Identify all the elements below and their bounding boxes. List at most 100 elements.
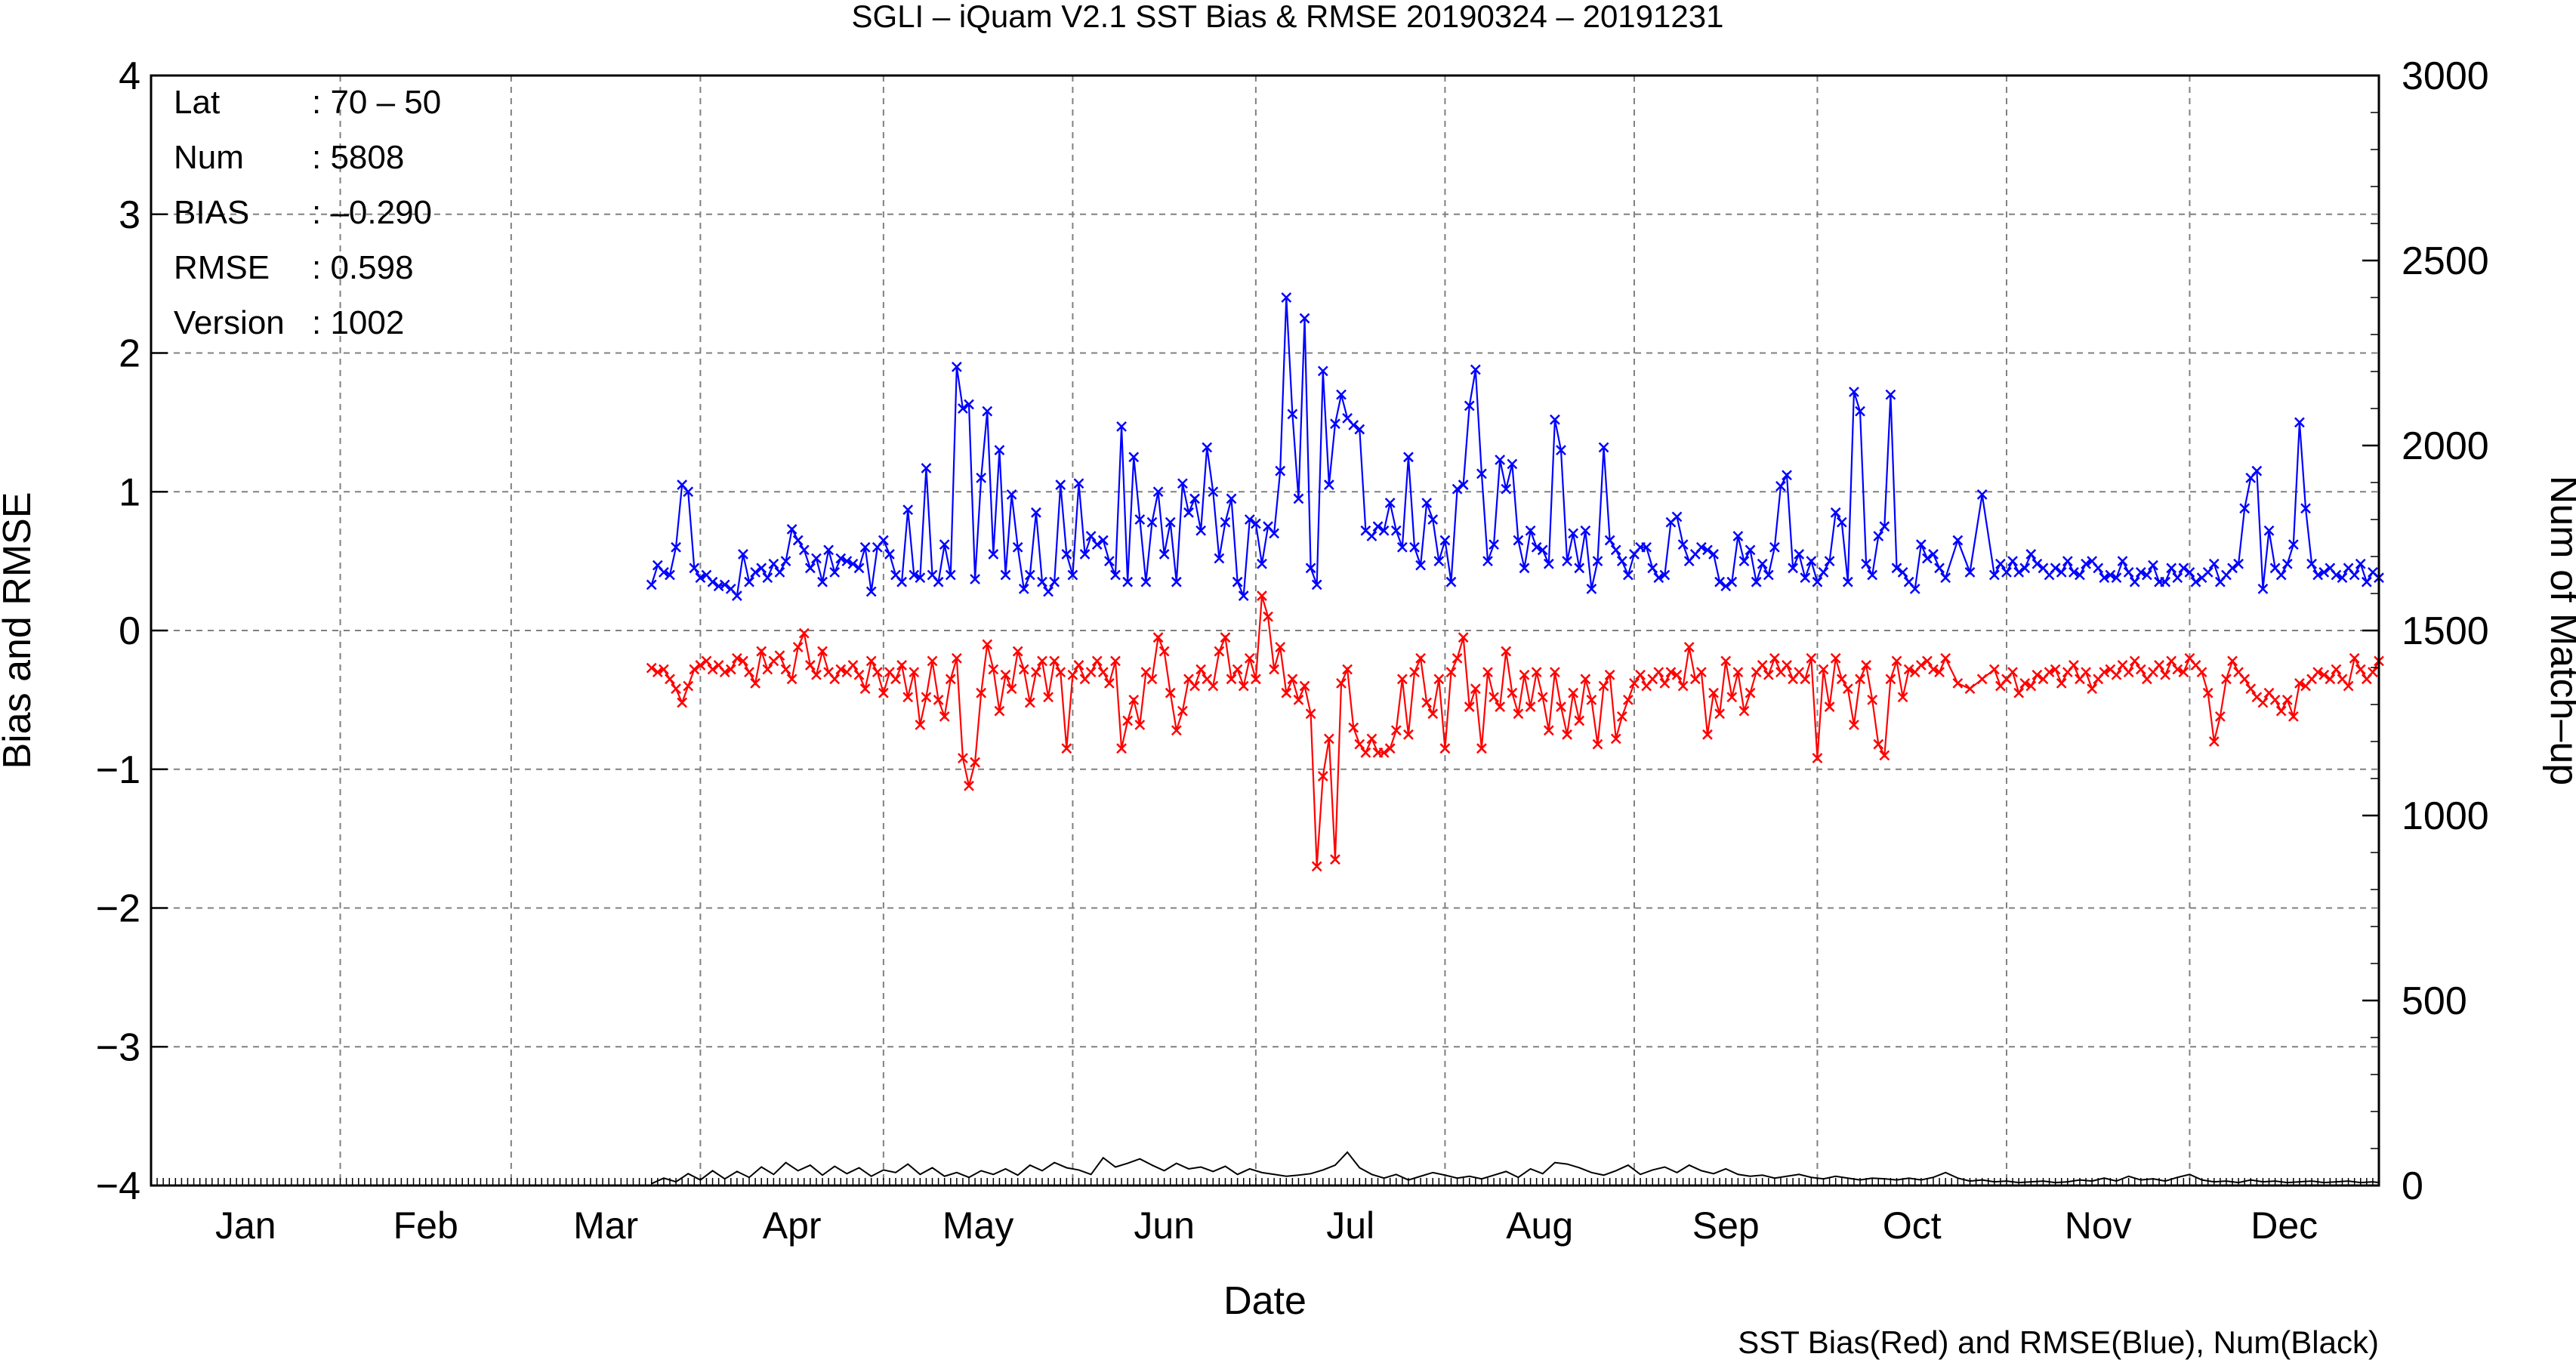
bias-point [2227,655,2238,667]
rmse-point [994,445,1005,456]
bias-point [1812,753,1823,763]
rmse-point [2208,558,2220,569]
rmse-point [982,405,993,417]
rmse-point [909,569,920,581]
y2-axis-label: Num of Match–up [2542,476,2576,785]
rmse-point [1763,569,1774,581]
rmse-point [1745,544,1756,556]
bias-point [695,660,706,671]
bias-point [1738,705,1750,717]
rmse-point [2111,572,2122,584]
rmse-point [1788,563,1798,574]
rmse-point [2141,569,2152,581]
info-key: Num [174,139,244,176]
bias-series-line [651,595,2380,867]
bias-point [1037,655,1047,667]
bias-point [671,683,681,695]
bias-point [1714,708,1726,720]
rmse-point [976,472,987,483]
bias-point [1623,694,1634,705]
bias-point [1891,655,1902,667]
rmse-point [933,576,944,587]
x-tick-label: Oct [1883,1204,1942,1247]
rmse-point [750,566,761,578]
bias-point [2208,736,2220,747]
bias-point [2025,680,2037,692]
bias-point [878,687,889,698]
rmse-point [2275,569,2287,581]
rmse-point [1891,563,1902,574]
bias-point [1842,683,1853,695]
rmse-point [1659,569,1671,581]
bias-point [1177,705,1188,717]
bias-point [1360,747,1371,758]
bias-point [1763,669,1774,680]
axes: Jan Feb Mar Apr May Jun Jul Aug Sep Oct Nov Dec 4 3 2 1… [96,54,2489,1247]
rmse-point [756,563,767,574]
rmse-point [970,574,980,584]
footer-note: SST Bias(Red) and RMSE(Blue), Num(Black) [1738,1324,2379,1360]
rmse-point [2123,566,2134,578]
bias-point [1695,667,1707,678]
rmse-point [1647,563,1658,574]
rmse-point [2050,563,2061,574]
bias-point [1396,674,1408,685]
bias-point [1409,667,1420,678]
rmse-point [847,558,859,569]
rmse-point [1189,493,1200,504]
bias-point [1269,664,1280,675]
rmse-point [1390,525,1402,536]
bias-point [701,655,712,667]
bias-point [1653,667,1664,678]
rmse-point [1470,364,1481,375]
rmse-point [1073,478,1084,489]
bias-point [1445,667,1457,678]
rmse-point [1421,498,1433,508]
bias-point [1495,701,1506,712]
rmse-point [1769,541,1780,553]
rmse-point [1800,572,1811,584]
rmse-point [2349,569,2360,581]
bias-point [1152,632,1164,643]
rmse-point [1537,544,1548,556]
rmse-point [1202,442,1213,453]
bias-point [2099,667,2110,678]
bias-point [1732,667,1744,678]
rmse-point [1738,556,1750,567]
rmse-point [1489,539,1499,550]
bias-point [683,680,694,692]
bias-point [896,660,907,671]
rmse-point [1519,563,1530,574]
bias-point [2325,674,2336,685]
rmse-point [1695,541,1707,553]
bias-point [1726,692,1738,703]
rmse-point [835,553,847,564]
rmse-point [1714,576,1726,587]
bias-point [1836,674,1847,685]
rmse-point [1085,531,1097,541]
bias-point [1855,674,1865,685]
y-tick-label: 4 [119,54,140,98]
bias-point [1097,667,1109,678]
rmse-point [1384,498,1396,508]
rmse-point [1403,452,1414,463]
rmse-point [1592,556,1603,567]
bias-point [890,674,901,685]
bias-point [933,694,944,705]
rmse-point [1732,531,1744,541]
rmse-point [719,579,730,590]
bias-point [2123,667,2134,678]
bias-point [1067,669,1078,680]
rmse-point [1067,569,1078,581]
rmse-point [1348,420,1359,430]
rmse-point [1116,421,1127,432]
rmse-point [2318,566,2330,578]
bias-point [835,664,847,675]
rmse-series-line [650,297,2380,598]
rmse-point [1323,479,1334,490]
rmse-point [958,403,968,414]
bias-point [1055,667,1066,678]
info-key: RMSE [174,249,270,286]
bias-point [1824,701,1835,712]
rmse-point [1452,483,1463,495]
